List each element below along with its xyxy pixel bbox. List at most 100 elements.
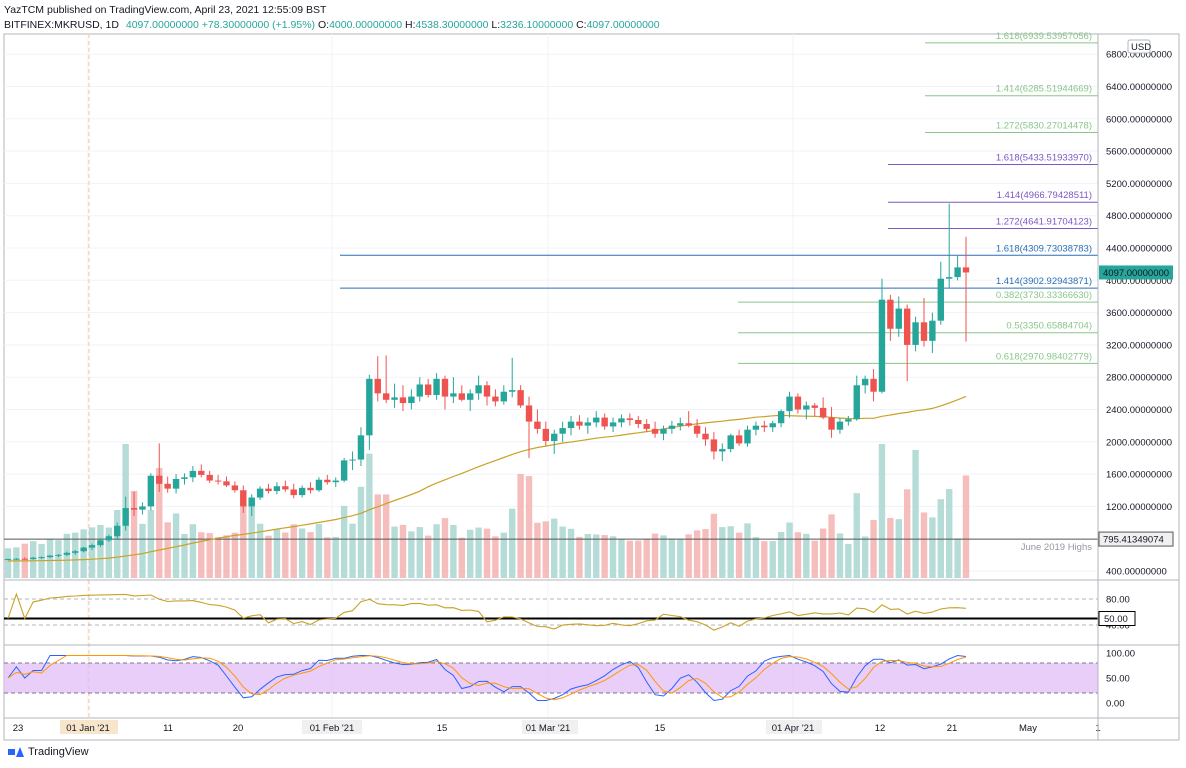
volume-bar <box>458 537 465 578</box>
candle <box>551 429 558 454</box>
close-label: C: <box>576 19 587 31</box>
candle-body <box>609 422 617 427</box>
candle <box>332 477 339 488</box>
candle <box>777 409 785 428</box>
candle <box>441 375 449 410</box>
candle-body <box>282 486 289 490</box>
candle-body <box>626 418 634 420</box>
candle-body <box>719 449 726 452</box>
volume-bar <box>424 535 432 578</box>
volume-bar <box>198 532 205 578</box>
candle-body <box>46 555 54 558</box>
candle-body <box>172 478 180 489</box>
volume-bar <box>46 539 54 578</box>
level-note: June 2019 Highs <box>1021 542 1093 553</box>
volume-bar <box>13 547 20 578</box>
price-tick-label: 3200.00000000 <box>1106 340 1172 351</box>
candle-body <box>761 425 768 428</box>
time-tick-label: 12 <box>875 723 886 734</box>
candle <box>130 491 138 517</box>
volume-bar <box>903 489 911 578</box>
volume-bar <box>744 523 751 578</box>
candle <box>475 375 482 400</box>
candle-body <box>727 435 734 450</box>
volume-bar <box>870 520 877 578</box>
candle <box>391 383 398 408</box>
candle <box>492 389 499 407</box>
candle-body <box>63 552 71 555</box>
candle <box>593 411 600 428</box>
volume-bar <box>483 528 491 578</box>
volume-bar <box>88 527 96 578</box>
candle <box>954 256 961 281</box>
price-axis[interactable]: 6800.00000000 6400.00000000 6000.00000000 5… <box>1099 39 1173 578</box>
tradingview-brand: TradingView <box>28 746 89 758</box>
volume-bar <box>290 524 297 578</box>
volume-bar <box>55 540 62 578</box>
volume-bar <box>4 548 12 578</box>
candle <box>139 502 146 515</box>
high-value: 4538.30000000 <box>415 19 489 31</box>
level-price-label: 795.41349074 <box>1103 535 1164 546</box>
volume-bar <box>223 535 230 578</box>
candle <box>702 427 709 446</box>
volume-bar <box>315 524 323 578</box>
candles[interactable] <box>4 203 970 561</box>
volume-bar <box>845 543 852 578</box>
candle <box>181 473 188 485</box>
symbol-name[interactable]: BITFINEX:MKRUSD, 1D <box>4 19 119 31</box>
price-tick-label: 5200.00000000 <box>1106 179 1172 190</box>
candle <box>382 355 390 404</box>
last-price-label: 4097.00000000 <box>1103 268 1169 279</box>
candle-body <box>399 397 407 404</box>
volume-bar <box>441 518 449 578</box>
candle-body <box>618 418 625 423</box>
volume-bar <box>559 526 566 578</box>
candle <box>298 485 306 498</box>
candle-body <box>441 378 449 397</box>
candle <box>559 421 566 442</box>
candle <box>248 494 255 517</box>
candle-body <box>223 481 230 486</box>
volume-bar <box>206 533 213 578</box>
stoch-d-line <box>7 655 967 701</box>
fib-label: 1.272(4641.91704123) <box>996 216 1092 227</box>
time-tick-label: 15 <box>437 723 448 734</box>
volume-bar <box>408 531 415 578</box>
candle-body <box>38 557 45 559</box>
volume-bar <box>542 521 550 578</box>
volume-bar <box>752 537 760 578</box>
candle-body <box>139 506 146 510</box>
volume-bar <box>366 453 373 578</box>
tradingview-footer[interactable]: TradingView <box>8 746 89 758</box>
fib-label: 0.5(3350.65884704) <box>1006 321 1092 332</box>
candle-body <box>114 525 121 537</box>
candle-body <box>945 277 953 279</box>
candle <box>265 483 272 494</box>
candle-body <box>307 487 314 491</box>
candle-body <box>668 425 676 429</box>
volume-bar <box>668 538 676 578</box>
volume-bar <box>139 523 146 578</box>
candle <box>525 396 533 458</box>
candle <box>584 417 592 434</box>
volume-bar <box>584 534 592 578</box>
candle <box>424 378 432 398</box>
candle <box>635 415 642 429</box>
time-tick-label: 01 Feb '21 <box>310 723 355 734</box>
candle-body <box>332 480 339 483</box>
volume-bar <box>861 536 869 578</box>
candle <box>374 356 381 402</box>
price-tick-label: 1200.00000000 <box>1106 502 1172 513</box>
candle-body <box>517 390 524 406</box>
candle <box>273 482 281 495</box>
candle-body <box>702 433 709 440</box>
fib-label: 1.618(5433.51933970) <box>996 153 1092 164</box>
candle <box>349 451 356 471</box>
volume-bar <box>920 512 928 578</box>
time-axis[interactable]: 23 01 Jan '21 11 20 01 Feb '21 15 01 Mar '21 15… <box>13 720 1101 734</box>
volume-bar <box>878 444 886 578</box>
candle <box>206 470 213 483</box>
open-label: O: <box>317 19 330 31</box>
